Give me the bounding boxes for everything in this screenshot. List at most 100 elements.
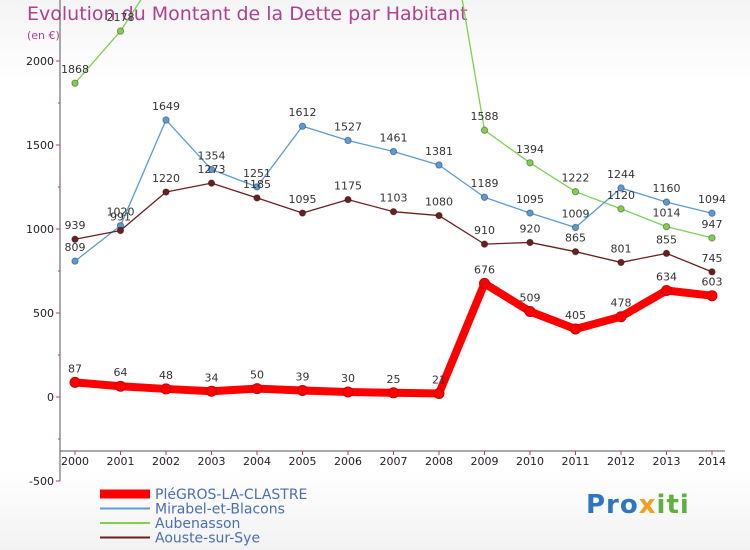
data-point-aouste-sur-sye [526, 238, 534, 247]
legend-label-aubenasson: Aubenasson [155, 516, 240, 532]
y-tick-label: 1500 [26, 139, 54, 152]
data-label-aubenasson: 1394 [516, 143, 544, 156]
axes: -500050010001500200025003000350040002000… [26, 0, 726, 488]
data-label-mirabel-et-blacons: 1020 [107, 206, 135, 219]
data-label-mirabel-et-blacons: 1527 [334, 120, 362, 133]
data-label-aouste-sur-sye: 855 [656, 233, 677, 246]
data-label-pl-gros-la-clastre: 39 [296, 370, 310, 383]
data-label-aouste-sur-sye: 801 [611, 242, 632, 255]
x-tick-label: 2003 [198, 455, 226, 468]
data-point-aouste-sur-sye [71, 235, 79, 243]
y-tick-label: 1000 [26, 223, 54, 236]
x-tick-label: 2009 [471, 455, 499, 468]
legend-label-aouste-sur-sye: Aouste-sur-Sye [155, 531, 260, 547]
data-label-mirabel-et-blacons: 1189 [471, 177, 499, 190]
data-point-mirabel-et-blacons [435, 161, 443, 169]
data-label-mirabel-et-blacons: 1095 [516, 193, 544, 206]
data-point-aouste-sur-sye [116, 226, 125, 235]
data-point-aubenasson [571, 188, 580, 196]
data-label-aouste-sur-sye: 1095 [289, 193, 317, 206]
data-label-pl-gros-la-clastre: 676 [474, 263, 495, 276]
data-point-pl-gros-la-clastre [388, 387, 399, 399]
data-point-aouste-sur-sye [480, 240, 489, 248]
x-tick-label: 2007 [380, 455, 408, 468]
data-label-aouste-sur-sye: 865 [565, 232, 586, 245]
chart-title: Evolution du Montant de la Dette par Hab… [27, 3, 468, 25]
data-point-aouste-sur-sye [389, 207, 398, 216]
data-point-aouste-sur-sye [662, 249, 671, 258]
series-layer [69, 0, 718, 399]
data-label-mirabel-et-blacons: 1009 [562, 207, 590, 220]
data-point-pl-gros-la-clastre [297, 384, 308, 396]
data-label-mirabel-et-blacons: 1612 [289, 106, 317, 119]
data-label-mirabel-et-blacons: 1461 [380, 132, 408, 145]
data-point-aouste-sur-sye [435, 211, 443, 220]
data-label-aouste-sur-sye: 1175 [334, 180, 362, 193]
data-label-mirabel-et-blacons: 1354 [198, 150, 226, 163]
data-point-aouste-sur-sye [344, 195, 352, 204]
data-point-mirabel-et-blacons [344, 136, 352, 145]
data-point-mirabel-et-blacons [708, 209, 716, 217]
x-tick-label: 2001 [107, 455, 135, 468]
y-tick-label: 500 [33, 307, 54, 320]
data-point-aubenasson [708, 234, 716, 242]
data-point-mirabel-et-blacons [298, 122, 307, 130]
data-label-pl-gros-la-clastre: 509 [520, 291, 541, 304]
x-tick-label: 2010 [516, 455, 544, 468]
data-point-mirabel-et-blacons [480, 193, 489, 201]
data-label-aouste-sur-sye: 1185 [243, 178, 271, 191]
x-tick-label: 2005 [289, 455, 317, 468]
x-tick-label: 2012 [607, 455, 635, 468]
x-tick-label: 2008 [425, 455, 453, 468]
data-label-pl-gros-la-clastre: 25 [387, 373, 401, 386]
data-point-mirabel-et-blacons [526, 209, 534, 217]
data-label-aubenasson: 1120 [607, 189, 635, 202]
data-label-pl-gros-la-clastre: 603 [702, 276, 723, 289]
data-label-pl-gros-la-clastre: 48 [159, 369, 173, 382]
data-labels: 1868217825933514311237783620338031761588… [61, 11, 726, 386]
data-point-aouste-sur-sye [298, 209, 307, 217]
data-label-mirabel-et-blacons: 1381 [425, 145, 453, 158]
data-label-mirabel-et-blacons: 1649 [152, 100, 180, 113]
data-label-pl-gros-la-clastre: 64 [114, 366, 128, 379]
data-point-aubenasson [71, 79, 79, 87]
data-label-aubenasson: 1588 [471, 110, 499, 123]
data-point-mirabel-et-blacons [162, 116, 170, 124]
data-label-aouste-sur-sye: 1220 [152, 172, 180, 185]
data-label-aouste-sur-sye: 991 [110, 211, 131, 224]
x-tick-label: 2000 [61, 455, 89, 468]
data-point-aouste-sur-sye [207, 179, 216, 187]
data-label-aouste-sur-sye: 910 [474, 224, 495, 237]
legend-label-mirabel-et-blacons: Mirabel-et-Blacons [155, 502, 285, 518]
data-point-aubenasson [617, 205, 625, 213]
data-point-pl-gros-la-clastre [206, 385, 217, 397]
data-point-pl-gros-la-clastre [570, 323, 581, 335]
data-label-pl-gros-la-clastre: 50 [250, 369, 264, 382]
data-point-aubenasson [116, 27, 125, 35]
legend: PléGROS-LA-CLASTREMirabel-et-BlaconsAube… [100, 487, 307, 547]
y-tick-label: 0 [47, 391, 54, 404]
data-label-aubenasson: 1868 [61, 63, 89, 76]
data-label-pl-gros-la-clastre: 34 [205, 371, 219, 384]
proxiti-logo: Proxiti [586, 490, 690, 520]
data-label-mirabel-et-blacons: 1160 [653, 182, 681, 195]
data-point-mirabel-et-blacons [389, 147, 398, 156]
data-label-aouste-sur-sye: 939 [65, 219, 86, 232]
x-tick-label: 2004 [243, 455, 271, 468]
data-label-pl-gros-la-clastre: 634 [656, 270, 677, 283]
data-point-aouste-sur-sye [571, 247, 580, 256]
data-point-pl-gros-la-clastre [251, 383, 263, 395]
legend-label-pl-gros-la-clastre: PléGROS-LA-CLASTRE [155, 487, 307, 503]
x-tick-label: 2013 [653, 455, 681, 468]
data-point-aouste-sur-sye [162, 188, 170, 196]
data-point-pl-gros-la-clastre [524, 305, 536, 317]
data-label-mirabel-et-blacons: 1244 [607, 168, 635, 181]
data-label-pl-gros-la-clastre: 21 [432, 373, 446, 386]
data-point-pl-gros-la-clastre [615, 311, 627, 323]
data-point-aouste-sur-sye [253, 194, 261, 202]
chart-subtitle: (en €) [27, 29, 60, 42]
data-label-pl-gros-la-clastre: 87 [68, 362, 82, 375]
data-point-mirabel-et-blacons [207, 165, 216, 174]
